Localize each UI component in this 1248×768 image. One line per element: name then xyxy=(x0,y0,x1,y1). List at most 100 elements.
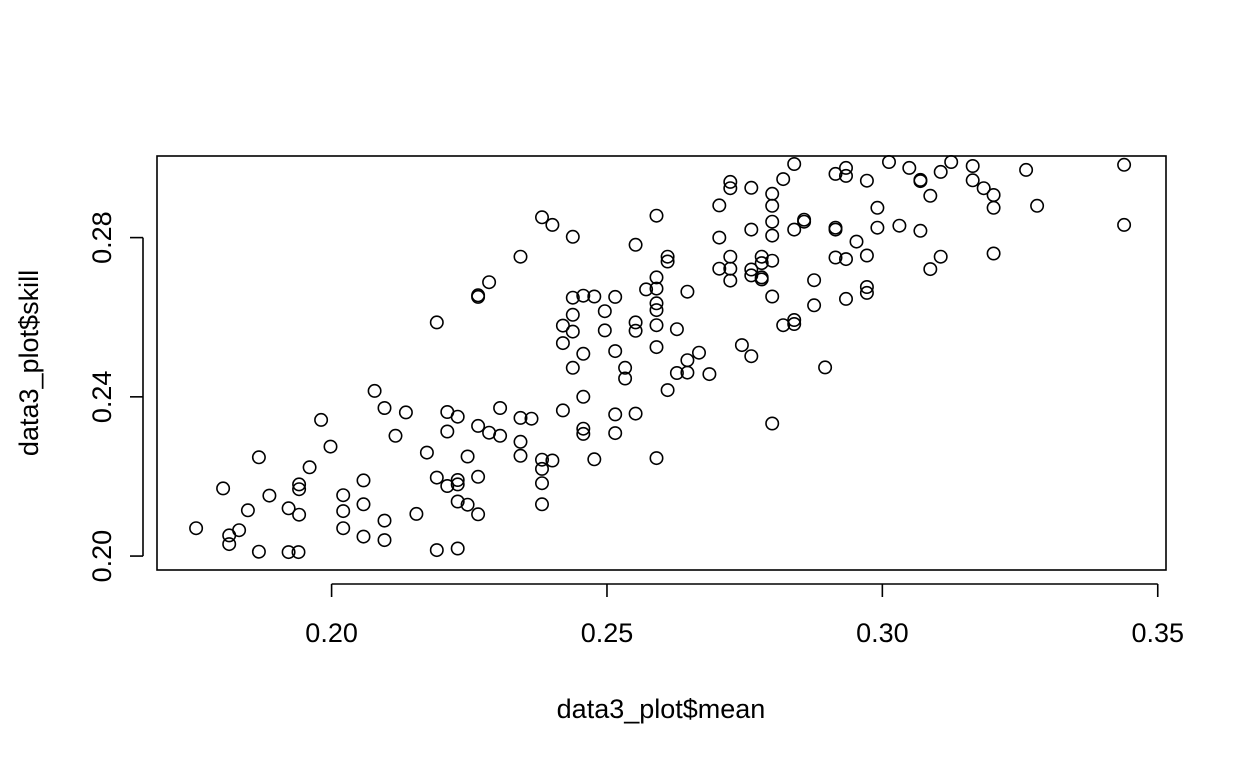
data-point xyxy=(933,249,948,264)
data-point xyxy=(807,298,822,313)
data-point xyxy=(565,307,580,322)
y-axis: 0.20 0.24 0.28 xyxy=(87,211,144,582)
x-tick-label: 0.30 xyxy=(856,618,909,648)
data-point xyxy=(669,365,684,380)
data-point xyxy=(429,543,444,558)
data-point xyxy=(649,451,664,466)
data-point xyxy=(240,503,255,518)
data-point xyxy=(513,434,528,449)
data-point xyxy=(419,445,434,460)
data-point xyxy=(576,426,591,441)
data-point xyxy=(222,537,237,552)
data-point xyxy=(471,469,486,484)
data-point xyxy=(251,450,266,465)
data-point xyxy=(628,237,643,252)
data-point xyxy=(712,230,727,245)
data-point xyxy=(524,411,539,426)
data-point xyxy=(429,470,444,485)
data-point xyxy=(680,284,695,299)
data-point xyxy=(409,506,424,521)
data-point xyxy=(712,198,727,213)
data-point xyxy=(754,256,769,271)
data-point xyxy=(660,254,675,269)
data-point xyxy=(859,248,874,263)
data-point xyxy=(1030,198,1045,213)
data-point xyxy=(933,164,948,179)
data-point xyxy=(576,389,591,404)
data-point xyxy=(649,281,664,296)
data-point xyxy=(744,180,759,195)
data-point xyxy=(440,478,455,493)
x-tick-label: 0.20 xyxy=(305,618,358,648)
data-point xyxy=(649,303,664,318)
y-tick-label: 0.24 xyxy=(87,371,117,424)
data-point xyxy=(787,157,802,172)
data-point xyxy=(923,262,938,277)
data-point xyxy=(377,400,392,415)
data-point xyxy=(377,533,392,548)
data-point xyxy=(944,155,959,170)
data-point xyxy=(849,234,864,249)
data-point xyxy=(597,304,612,319)
y-axis-label: data3_plot$skill xyxy=(14,270,44,456)
data-point xyxy=(628,323,643,338)
data-point xyxy=(986,246,1001,261)
data-point xyxy=(859,285,874,300)
data-point xyxy=(649,208,664,223)
data-point xyxy=(765,289,780,304)
data-point xyxy=(545,217,560,232)
data-point xyxy=(913,223,928,238)
data-point xyxy=(482,275,497,290)
data-point xyxy=(838,168,853,183)
data-point xyxy=(377,513,392,528)
x-axis: 0.20 0.25 0.30 0.35 xyxy=(305,583,1184,648)
data-point xyxy=(734,338,749,353)
data-point xyxy=(669,322,684,337)
data-point xyxy=(450,494,465,509)
x-axis-label: data3_plot$mean xyxy=(557,694,766,724)
data-point xyxy=(776,318,791,333)
data-point xyxy=(555,336,570,351)
data-point xyxy=(892,218,907,233)
data-point xyxy=(660,249,675,264)
data-point xyxy=(807,273,822,288)
data-point xyxy=(712,261,727,276)
data-point xyxy=(281,545,296,560)
data-point xyxy=(534,452,549,467)
data-point xyxy=(493,400,508,415)
data-point xyxy=(828,250,843,265)
data-point xyxy=(913,174,928,189)
data-point xyxy=(608,407,623,422)
data-point xyxy=(649,296,664,311)
data-point xyxy=(628,406,643,421)
data-point xyxy=(870,220,885,235)
data-point xyxy=(576,421,591,436)
data-point xyxy=(471,507,486,522)
data-point xyxy=(534,476,549,491)
data-point xyxy=(189,521,204,536)
data-point xyxy=(555,318,570,333)
data-point xyxy=(923,188,938,203)
data-point xyxy=(797,214,812,229)
data-point xyxy=(281,501,296,516)
data-point xyxy=(838,252,853,267)
data-point xyxy=(723,273,738,288)
data-point xyxy=(576,288,591,303)
data-point xyxy=(314,412,329,427)
data-point xyxy=(336,504,351,519)
data-point xyxy=(565,360,580,375)
data-point xyxy=(336,488,351,503)
data-point xyxy=(859,279,874,294)
data-point xyxy=(649,318,664,333)
data-point xyxy=(754,272,769,287)
data-point xyxy=(251,544,266,559)
data-point xyxy=(450,541,465,556)
data-point xyxy=(356,529,371,544)
x-tick-label: 0.35 xyxy=(1131,618,1184,648)
data-point xyxy=(765,416,780,431)
plot-frame xyxy=(156,155,1167,571)
data-point xyxy=(691,345,706,360)
data-point xyxy=(597,323,612,338)
data-point xyxy=(513,410,528,425)
data-point xyxy=(534,497,549,512)
